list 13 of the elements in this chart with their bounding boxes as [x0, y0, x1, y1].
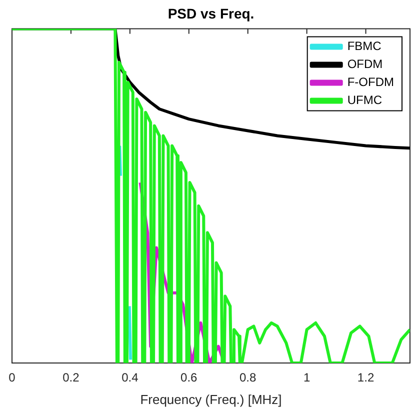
x-tick-label: 0.6 [180, 370, 198, 385]
legend-label: F-OFDM [347, 75, 394, 90]
legend-label: FBMC [347, 39, 382, 54]
legend-label: OFDM [347, 57, 383, 72]
x-tick-label: 1 [303, 370, 310, 385]
x-tick-label: 0.8 [240, 370, 257, 385]
x-tick-label: 0.4 [122, 370, 139, 385]
legend-label: UFMC [347, 93, 382, 108]
chart-title: PSD vs Freq. [168, 5, 254, 22]
x-axis-title: Frequency (Freq.) [MHz] [140, 392, 282, 407]
x-tick-label: 1.2 [357, 370, 374, 385]
x-tick-label: 0 [8, 370, 16, 385]
x-tick-label: 0.2 [62, 370, 80, 385]
